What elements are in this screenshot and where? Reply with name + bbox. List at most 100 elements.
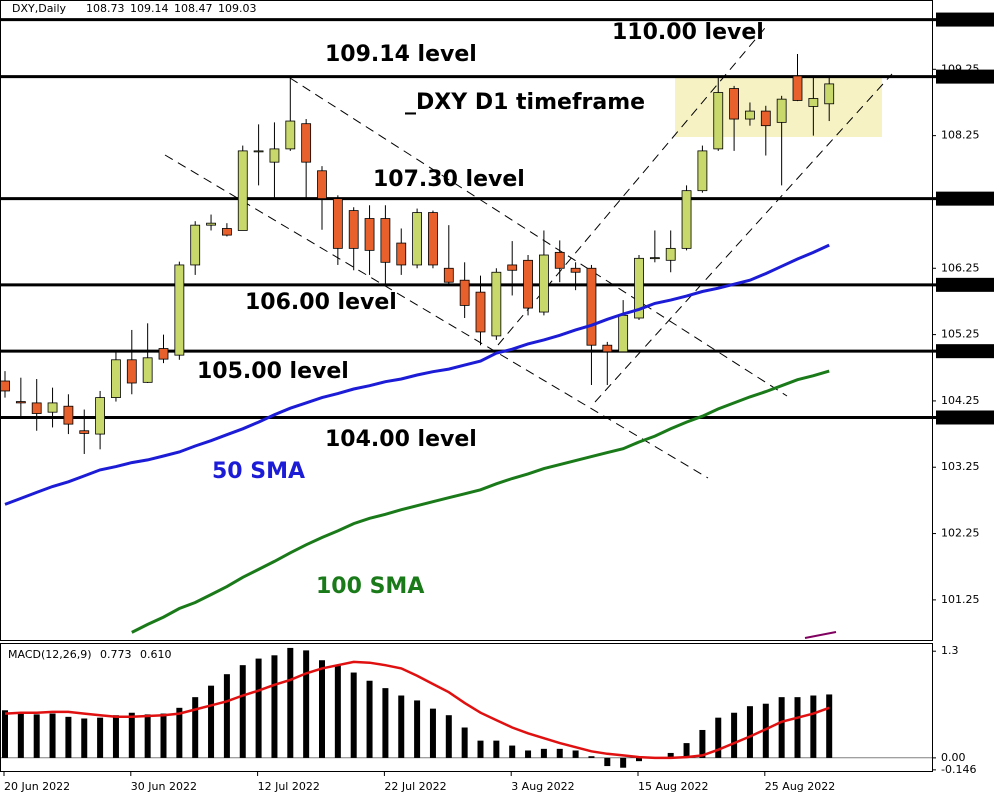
candle-body [174, 264, 185, 356]
candle-body [111, 359, 121, 398]
candle-body [190, 224, 201, 266]
level-label: 109.14 [941, 70, 980, 83]
candle-body [95, 397, 105, 435]
candle-body [206, 222, 216, 226]
macd-bar [604, 757, 611, 767]
trend-line [594, 73, 893, 403]
candle-body [808, 98, 819, 107]
macd-bar [493, 740, 500, 758]
candle-body [301, 123, 312, 163]
macd-bar [334, 665, 341, 758]
y-tick-label: 0.00 [941, 751, 966, 764]
level-label-box [936, 344, 994, 359]
candle-body [634, 257, 644, 319]
candle-body [713, 92, 724, 150]
x-tick-label: 20 Jun 2022 [4, 780, 70, 793]
candle-body [0, 380, 10, 392]
y-tick-label: 104.25 [941, 394, 980, 407]
macd-bar [429, 708, 436, 758]
x-tick-label: 30 Jun 2022 [131, 780, 197, 793]
candle-body [412, 212, 423, 266]
candle-body [396, 242, 407, 266]
candle-body [760, 110, 771, 127]
level-annotation: 106.00 level [245, 290, 397, 315]
level-annotation: 105.00 level [197, 359, 349, 384]
macd-bar [588, 756, 595, 758]
macd-bar [97, 717, 104, 758]
macd-bar [731, 712, 738, 758]
macd-bar [2, 710, 8, 758]
candle-body [63, 405, 74, 425]
candle-body [491, 271, 502, 337]
candle-body [31, 402, 42, 414]
y-tick-label: 105.25 [941, 328, 980, 341]
macd-bar [223, 674, 230, 758]
macd-bar [65, 716, 72, 758]
macd-bar [239, 665, 246, 758]
sma-label: 50 SMA [212, 459, 305, 484]
macd-bar [683, 743, 690, 758]
x-tick-label: 15 Aug 2022 [638, 780, 708, 793]
candle-body [142, 357, 153, 383]
candle-body [570, 267, 581, 273]
candle-body [523, 259, 533, 309]
candle-body [237, 150, 248, 231]
y-tick-label: 106.25 [941, 261, 980, 274]
trend-line [164, 154, 709, 479]
header-low: 108.47 [174, 2, 213, 15]
candle-body [317, 170, 327, 200]
macd-bar [192, 697, 199, 758]
candle-body [364, 218, 375, 251]
x-tick-label: 22 Jul 2022 [384, 780, 446, 793]
level-label-box [936, 277, 994, 292]
chart-title: DXY,Daily [12, 2, 67, 15]
macd-bar [414, 700, 421, 758]
signal-value: 0.610 [140, 648, 172, 661]
x-tick-label: 3 Aug 2022 [511, 780, 574, 793]
level-annotation: 104.00 level [325, 427, 477, 452]
macd-value: 0.773 [100, 648, 132, 661]
candle-body [332, 198, 343, 249]
trend-line [497, 27, 766, 346]
macd-bar [287, 647, 294, 758]
level-label: 104.00 [941, 410, 980, 423]
candle-body [47, 402, 58, 413]
level-label: 105.00 [941, 344, 980, 357]
macd-bar [49, 713, 56, 758]
macd-bar [160, 713, 167, 758]
sma-line [4, 243, 830, 506]
macd-bar [255, 658, 262, 758]
macd-bar [176, 707, 183, 758]
level-label: 106.00 [941, 278, 980, 291]
macd-bar [636, 757, 642, 762]
candle-body [475, 291, 486, 333]
macd-bar [81, 718, 88, 758]
candle-body [443, 267, 454, 283]
macd-bar [794, 697, 801, 758]
macd-bar [746, 706, 753, 758]
candle-body [554, 251, 565, 269]
candle-body [697, 150, 708, 192]
macd-bar [477, 740, 484, 758]
x-tick-label: 12 Jul 2022 [258, 780, 320, 793]
level-annotation: 107.30 level [373, 167, 525, 192]
level-label-box [936, 69, 994, 84]
sma-label: 100 SMA [316, 574, 424, 599]
macd-bar [762, 703, 769, 758]
plot-layer: 101.25 102.25 103.25 104.25 105.25 106.25 108.… [0, 12, 994, 793]
level-label-box [936, 191, 994, 206]
price-pane [0, 0, 933, 641]
candle-body [348, 210, 359, 249]
candle-body [602, 344, 613, 353]
macd-bar [445, 715, 452, 758]
candle-body [824, 83, 835, 105]
trend-line [289, 77, 788, 397]
macd-bar [271, 655, 278, 758]
header-open: 108.73 [86, 2, 125, 15]
macd-bar [398, 695, 405, 758]
candle-body [221, 228, 232, 236]
macd-bar [461, 727, 468, 758]
level-annotation: 110.00 level [612, 20, 764, 45]
macd-bar [144, 714, 151, 758]
